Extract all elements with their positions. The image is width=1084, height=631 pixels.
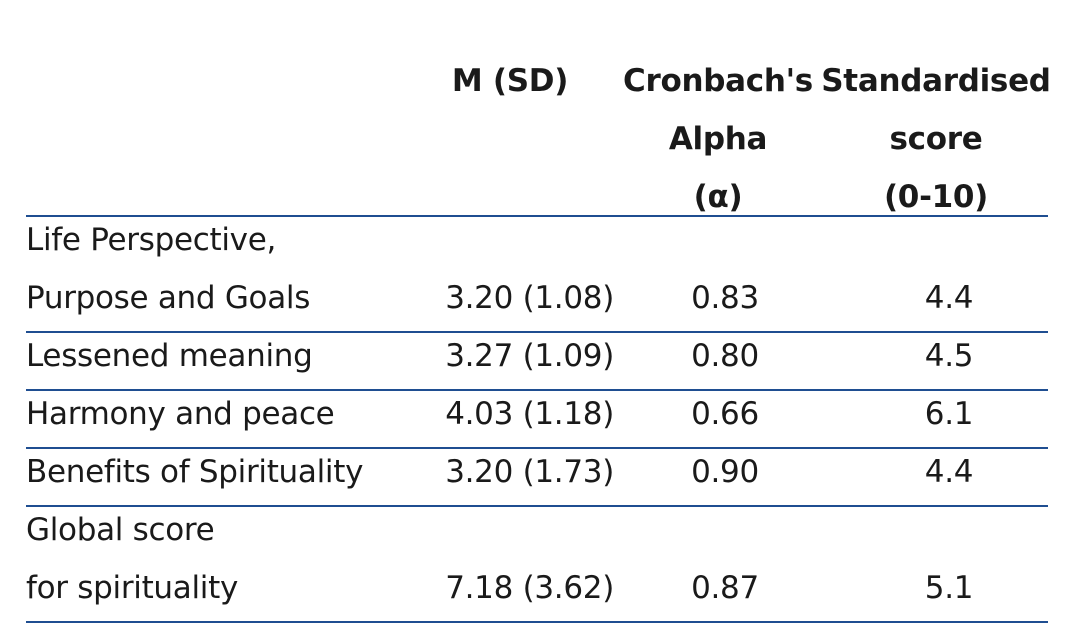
row-msd: 3.20 (1.73)	[445, 454, 614, 490]
row-label-line-2: for spirituality	[26, 570, 239, 606]
row-alpha: 0.83	[691, 280, 759, 316]
row-standardised: 4.5	[924, 338, 974, 374]
row-rule	[26, 505, 1048, 507]
row-rule	[26, 389, 1048, 391]
header-msd: M (SD)	[406, 52, 614, 110]
header-std-line-3: (0-10)	[883, 179, 989, 215]
row-label: Harmony and peace	[26, 396, 335, 432]
row-msd: 3.27 (1.09)	[445, 338, 614, 374]
table-header: M (SD) Cronbach's Alpha (α) Standardised…	[26, 0, 1051, 215]
header-rule	[26, 215, 1048, 217]
table-row: Lessened meaning 3.27 (1.09) 0.80 4.5	[26, 333, 1048, 389]
row-label-line-1: Global score	[26, 512, 215, 548]
header-std-line-2: score	[889, 121, 983, 157]
row-label: Global score for spirituality	[26, 501, 238, 617]
row-label: Lessened meaning	[26, 338, 313, 374]
table-row: Global score for spirituality 7.18 (3.62…	[26, 507, 1048, 621]
table-row: Harmony and peace 4.03 (1.18) 0.66 6.1	[26, 391, 1048, 447]
header-alpha: Cronbach's Alpha (α)	[594, 52, 842, 226]
header-alpha-line-2: Alpha	[668, 121, 768, 157]
header-standardised: Standardised score (0-10)	[812, 52, 1060, 226]
row-label-line-2: Purpose and Goals	[26, 280, 311, 316]
spirituality-table: M (SD) Cronbach's Alpha (α) Standardised…	[26, 0, 1051, 623]
row-rule	[26, 447, 1048, 449]
header-alpha-line-3: (α)	[693, 179, 743, 215]
row-msd: 4.03 (1.18)	[445, 396, 614, 432]
table-row: Life Perspective, Purpose and Goals 3.20…	[26, 217, 1048, 331]
row-alpha: 0.90	[691, 454, 759, 490]
header-alpha-line-1: Cronbach's	[623, 63, 813, 99]
row-standardised: 4.4	[924, 454, 974, 490]
header-std-line-1: Standardised	[821, 63, 1051, 99]
row-alpha: 0.80	[691, 338, 759, 374]
row-msd: 7.18 (3.62)	[445, 570, 614, 606]
row-label-line-1: Life Perspective,	[26, 222, 277, 258]
row-standardised: 6.1	[924, 396, 974, 432]
row-label: Benefits of Spirituality	[26, 454, 364, 490]
bottom-rule	[26, 621, 1048, 623]
row-msd: 3.20 (1.08)	[445, 280, 614, 316]
row-standardised: 5.1	[924, 570, 974, 606]
row-standardised: 4.4	[924, 280, 974, 316]
row-rule	[26, 331, 1048, 333]
header-msd-line: M (SD)	[451, 63, 569, 99]
row-alpha: 0.66	[691, 396, 759, 432]
row-label: Life Perspective, Purpose and Goals	[26, 211, 310, 327]
row-alpha: 0.87	[691, 570, 759, 606]
table-row: Benefits of Spirituality 3.20 (1.73) 0.9…	[26, 449, 1048, 505]
